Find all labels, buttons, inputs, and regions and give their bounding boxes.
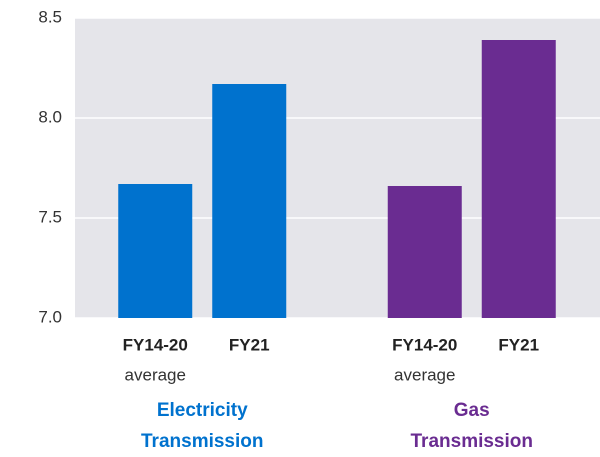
y-tick-label: 7.5 [38,207,62,226]
bar [387,186,462,318]
y-tick-label: 8.5 [38,7,62,26]
y-tick-label: 7.0 [38,307,62,326]
group-label: Electricity Transmission [141,400,264,452]
x-tick-note: average [394,365,455,384]
x-tick-label: FY21 [498,335,539,354]
group-label: Gas Transmission [410,400,534,452]
y-tick-label: 8.0 [38,107,62,126]
x-tick-label: FY21 [229,335,270,354]
x-tick-label: FY14-20 [392,335,457,354]
x-tick-label: FY14-20 [123,335,188,354]
x-tick-note: average [125,365,186,384]
bar [481,40,556,318]
bar [118,184,193,318]
bar [212,84,287,318]
